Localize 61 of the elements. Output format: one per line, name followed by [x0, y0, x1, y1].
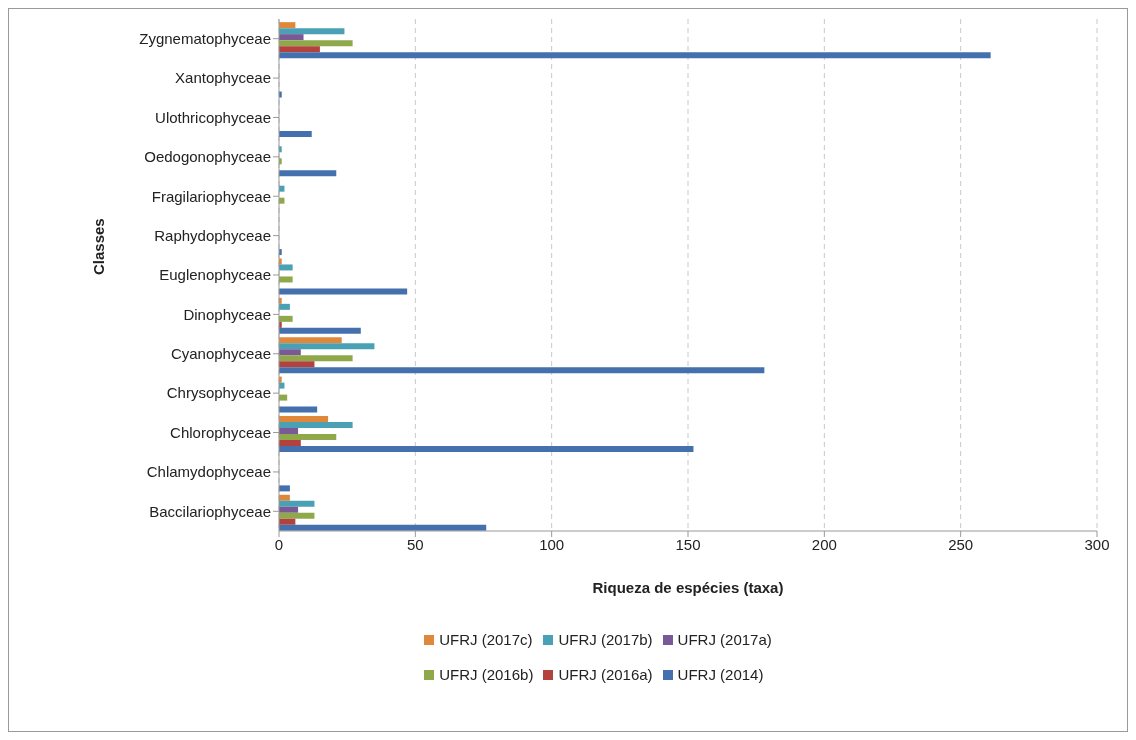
bar: [279, 28, 345, 35]
bar: [279, 446, 694, 452]
bar: [279, 406, 318, 413]
bar: [279, 422, 353, 428]
x-axis-title: Riqueza de espécies (taxa): [592, 579, 784, 596]
bar: [279, 130, 312, 137]
legend-label: UFRJ (2017b): [558, 631, 653, 648]
x-tick-label: 50: [406, 535, 424, 553]
bar: [279, 337, 342, 344]
bar: [279, 361, 315, 368]
bar: [279, 327, 361, 334]
x-tick-label: 250: [948, 535, 974, 553]
bar: [279, 428, 299, 434]
bar: [279, 416, 329, 422]
x-tick-label: 200: [811, 535, 837, 553]
legend-label: UFRJ (2017c): [439, 631, 533, 648]
x-tick-label: 300: [1084, 535, 1110, 553]
bar: [279, 367, 765, 374]
y-tick-label: Oedogonophyceae: [144, 148, 271, 166]
y-axis-title: Classes: [90, 218, 108, 275]
bar: [279, 485, 290, 492]
x-tick-label: 0: [274, 535, 284, 553]
bar: [279, 500, 315, 507]
y-tick-label: Ulothricophyceae: [155, 108, 271, 126]
x-tick-label: 100: [539, 535, 565, 553]
y-tick-label: Zygnematophyceae: [139, 30, 271, 48]
bar: [279, 264, 293, 271]
y-tick-label: Chlamydophyceae: [146, 463, 271, 481]
legend-label: UFRJ (2016b): [439, 666, 534, 683]
bar: [279, 343, 375, 350]
bar: [279, 276, 293, 283]
y-tick-label: Fragilariophyceae: [151, 187, 271, 205]
bar: [279, 52, 991, 59]
y-tick-label: Baccilariophyceae: [149, 502, 271, 520]
bar: [279, 288, 408, 295]
legend-label: UFRJ (2016a): [558, 666, 653, 683]
bar: [279, 440, 301, 446]
y-tick-label: Chlorophyceae: [170, 423, 271, 441]
bar: [279, 40, 353, 47]
bar: [279, 349, 301, 356]
bar: [279, 494, 290, 501]
legend-label: UFRJ (2014): [677, 666, 764, 683]
bar: [279, 355, 353, 362]
y-tick-label: Raphydophyceae: [154, 226, 271, 244]
y-tick-label: Xantophyceae: [175, 69, 271, 87]
y-tick-label: Chrysophyceae: [166, 384, 271, 402]
legend-label: UFRJ (2017a): [677, 631, 772, 648]
y-tick-label: Dinophyceae: [183, 305, 271, 323]
bar: [279, 170, 337, 177]
bar: [279, 434, 337, 440]
bar: [279, 512, 315, 519]
bar: [279, 315, 293, 322]
bar: [279, 22, 296, 29]
y-tick-label: Cyanophyceae: [170, 345, 271, 363]
x-tick-label: 150: [675, 535, 701, 553]
bar: [279, 518, 296, 525]
bar: [279, 34, 304, 41]
bar: [279, 46, 320, 53]
bar: [279, 506, 299, 513]
y-tick-label: Euglenophyceae: [159, 266, 271, 284]
bar: [279, 303, 290, 310]
